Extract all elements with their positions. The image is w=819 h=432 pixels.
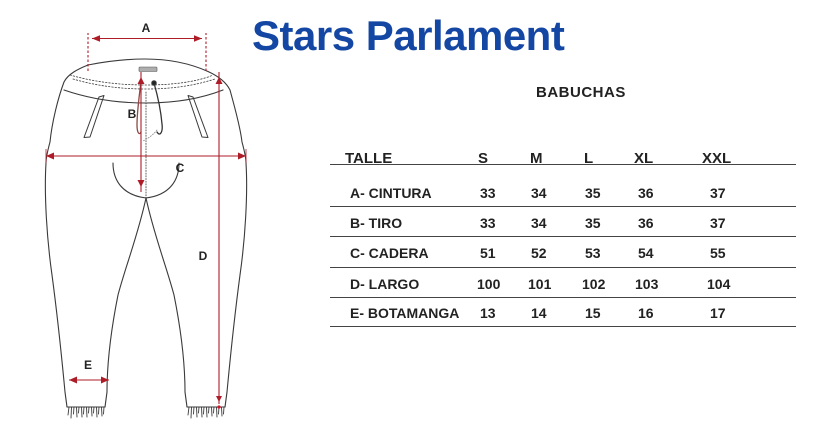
svg-text:C: C (176, 161, 185, 175)
svg-text:E: E (84, 358, 92, 372)
svg-text:A: A (142, 21, 151, 35)
svg-text:B: B (128, 107, 137, 121)
svg-text:D: D (199, 249, 208, 263)
